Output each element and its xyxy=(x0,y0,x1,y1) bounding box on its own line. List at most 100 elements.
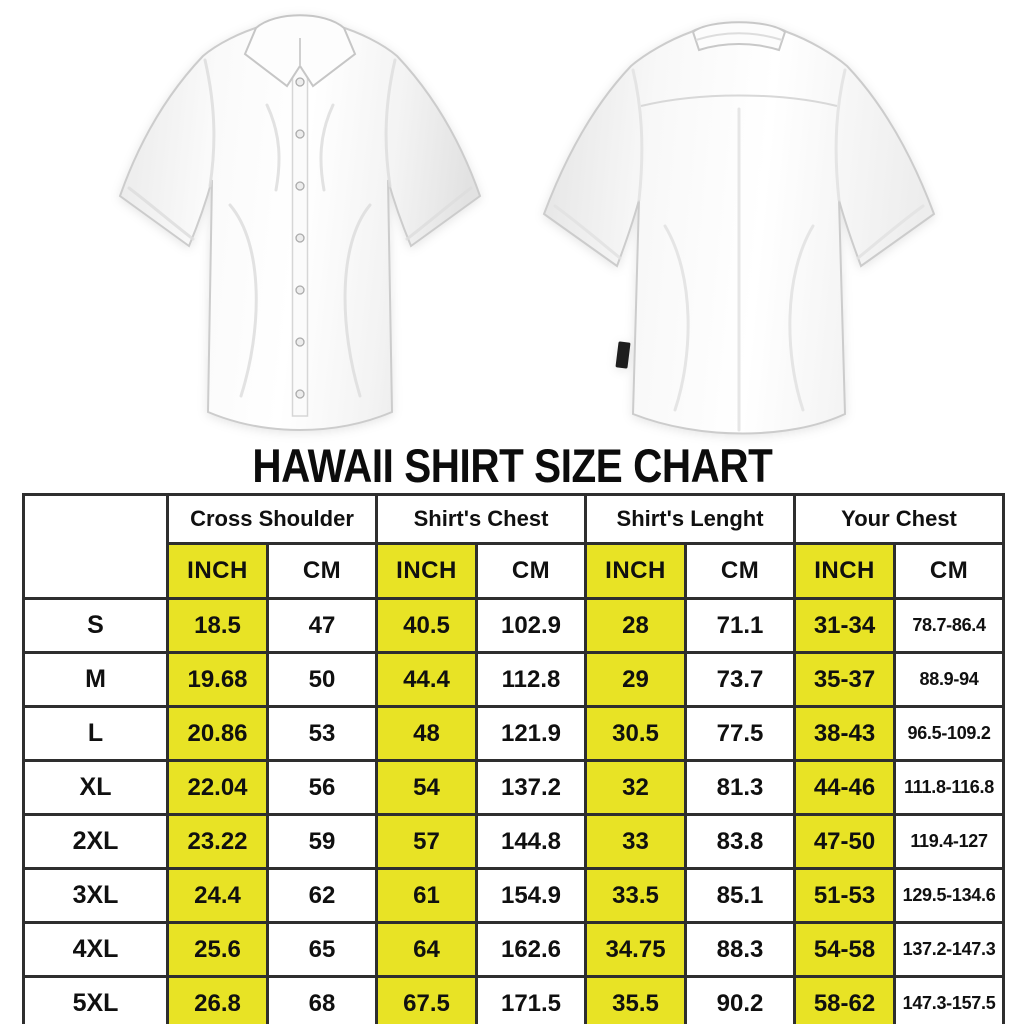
measurement-cell: 137.2-147.3 xyxy=(893,921,1006,978)
measurement-cell: 44-46 xyxy=(793,759,897,816)
table-row: 2XL 23.22 59 57 144.8 33 83.8 47-50 119.4-127 xyxy=(22,813,1006,870)
measurement-cell: 54 xyxy=(375,759,478,816)
measurement-cell: 20.86 xyxy=(166,705,269,762)
size-label: 4XL xyxy=(22,921,169,978)
measurement-cell: 58-62 xyxy=(793,975,897,1024)
measurement-cell: 78.7-86.4 xyxy=(893,597,1006,654)
measurement-cell: 90.2 xyxy=(684,975,797,1024)
shirt-front-image xyxy=(118,14,482,431)
table-row: L 20.86 53 48 121.9 30.5 77.5 38-43 96.5-109.2 xyxy=(22,705,1006,762)
measurement-cell: 154.9 xyxy=(474,867,588,924)
table-row: XL 22.04 56 54 137.2 32 81.3 44-46 111.8-116.8 xyxy=(22,759,1006,816)
measurement-cell: 50 xyxy=(266,651,378,708)
shirt-buttons xyxy=(295,77,305,399)
measurement-cell: 23.22 xyxy=(166,813,269,870)
measurement-cell: 38-43 xyxy=(793,705,897,762)
measurement-cell: 73.7 xyxy=(684,651,797,708)
unit-header-cm: CM xyxy=(474,542,588,600)
measurement-cell: 171.5 xyxy=(474,975,588,1024)
group-header-row: Cross Shoulder Shirt's Chest Shirt's Len… xyxy=(22,493,1006,600)
measurement-cell: 64 xyxy=(375,921,478,978)
column-group-your-chest: Your Chest xyxy=(793,493,1006,545)
measurement-cell: 32 xyxy=(584,759,688,816)
unit-header-inch: INCH xyxy=(166,542,269,600)
measurement-cell: 31-34 xyxy=(793,597,897,654)
unit-header-cm: CM xyxy=(266,542,378,600)
measurement-cell: 129.5-134.6 xyxy=(893,867,1006,924)
measurement-cell: 67.5 xyxy=(375,975,478,1024)
fabric-folds xyxy=(127,58,473,398)
table-row: 3XL 24.4 62 61 154.9 33.5 85.1 51-53 129.5-134.6 xyxy=(22,867,1006,924)
measurement-cell: 102.9 xyxy=(474,597,588,654)
unit-header-inch: INCH xyxy=(375,542,478,600)
unit-header-inch: INCH xyxy=(584,542,688,600)
shirt-front-graphic xyxy=(118,14,482,431)
column-group-shirts-lenght: Shirt's Lenght xyxy=(584,493,797,545)
measurement-cell: 47-50 xyxy=(793,813,897,870)
table-row: 4XL 25.6 65 64 162.6 34.75 88.3 54-58 137.2-147.… xyxy=(22,921,1006,978)
measurement-cell: 40.5 xyxy=(375,597,478,654)
measurement-cell: 19.68 xyxy=(166,651,269,708)
table-row: S 18.5 47 40.5 102.9 28 71.1 31-34 78.7-86.4 xyxy=(22,597,1006,654)
measurement-cell: 56 xyxy=(266,759,378,816)
column-group-shirts-chest: Shirt's Chest xyxy=(374,493,588,545)
unit-header-cm: CM xyxy=(684,542,797,600)
table-row: M 19.68 50 44.4 112.8 29 73.7 35-37 88.9-94 xyxy=(22,651,1006,708)
measurement-cell: 71.1 xyxy=(684,597,797,654)
measurement-cell: 88.9-94 xyxy=(893,651,1006,708)
measurement-cell: 68 xyxy=(266,975,378,1024)
column-group-cross-shoulder: Cross Shoulder xyxy=(166,493,378,545)
measurement-cell: 24.4 xyxy=(166,867,269,924)
measurement-cell: 33.5 xyxy=(584,867,688,924)
measurement-cell: 25.6 xyxy=(166,921,269,978)
measurement-cell: 57 xyxy=(375,813,478,870)
size-label: XL xyxy=(22,759,169,816)
measurement-cell: 61 xyxy=(375,867,478,924)
unit-header-inch: INCH xyxy=(793,542,897,600)
measurement-cell: 33 xyxy=(584,813,688,870)
yoke-seam xyxy=(640,94,838,107)
size-label: L xyxy=(22,705,169,762)
size-column-corner-cell xyxy=(22,493,169,600)
size-chart-table: Cross Shoulder Shirt's Chest Shirt's Len… xyxy=(22,493,1006,1024)
measurement-cell: 137.2 xyxy=(474,759,588,816)
measurement-cell: 54-58 xyxy=(793,921,897,978)
measurement-cell: 83.8 xyxy=(684,813,797,870)
unit-header-cm: CM xyxy=(893,542,1006,600)
measurement-cell: 26.8 xyxy=(166,975,269,1024)
measurement-cell: 119.4-127 xyxy=(893,813,1006,870)
measurement-cell: 62 xyxy=(266,867,378,924)
size-label: 2XL xyxy=(22,813,169,870)
measurement-cell: 162.6 xyxy=(474,921,588,978)
measurement-cell: 111.8-116.8 xyxy=(893,759,1006,816)
measurement-cell: 147.3-157.5 xyxy=(893,975,1006,1024)
measurement-cell: 47 xyxy=(266,597,378,654)
measurement-cell: 96.5-109.2 xyxy=(893,705,1006,762)
measurement-cell: 85.1 xyxy=(684,867,797,924)
measurement-cell: 35-37 xyxy=(793,651,897,708)
measurement-cell: 34.75 xyxy=(584,921,688,978)
measurement-cell: 51-53 xyxy=(793,867,897,924)
measurement-cell: 144.8 xyxy=(474,813,588,870)
measurement-cell: 48 xyxy=(375,705,478,762)
measurement-cell: 44.4 xyxy=(375,651,478,708)
back-collar-band xyxy=(691,21,787,52)
care-tag xyxy=(615,341,631,369)
measurement-cell: 59 xyxy=(266,813,378,870)
size-rows: S 18.5 47 40.5 102.9 28 71.1 31-34 78.7-86.4 M 19.… xyxy=(22,597,1006,1024)
measurement-cell: 121.9 xyxy=(474,705,588,762)
page-title: HAWAII SHIRT SIZE CHART xyxy=(0,438,1024,493)
table-row: 5XL 26.8 68 67.5 171.5 35.5 90.2 58-62 147.3-157… xyxy=(22,975,1006,1024)
measurement-cell: 28 xyxy=(584,597,688,654)
measurement-cell: 18.5 xyxy=(166,597,269,654)
size-label: S xyxy=(22,597,169,654)
measurement-cell: 35.5 xyxy=(584,975,688,1024)
size-label: 3XL xyxy=(22,867,169,924)
measurement-cell: 22.04 xyxy=(166,759,269,816)
measurement-cell: 88.3 xyxy=(684,921,797,978)
shirt-back-graphic xyxy=(542,21,936,435)
measurement-cell: 30.5 xyxy=(584,705,688,762)
measurement-cell: 81.3 xyxy=(684,759,797,816)
measurement-cell: 112.8 xyxy=(474,651,588,708)
